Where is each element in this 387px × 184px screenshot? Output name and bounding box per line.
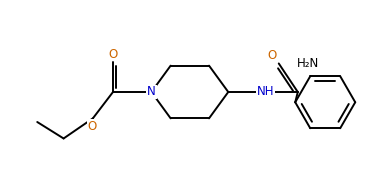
Text: O: O <box>87 120 97 133</box>
Text: N: N <box>147 86 156 98</box>
Text: H₂N: H₂N <box>297 57 320 70</box>
Text: O: O <box>268 49 277 62</box>
Text: NH: NH <box>257 86 274 98</box>
Text: O: O <box>108 47 118 61</box>
